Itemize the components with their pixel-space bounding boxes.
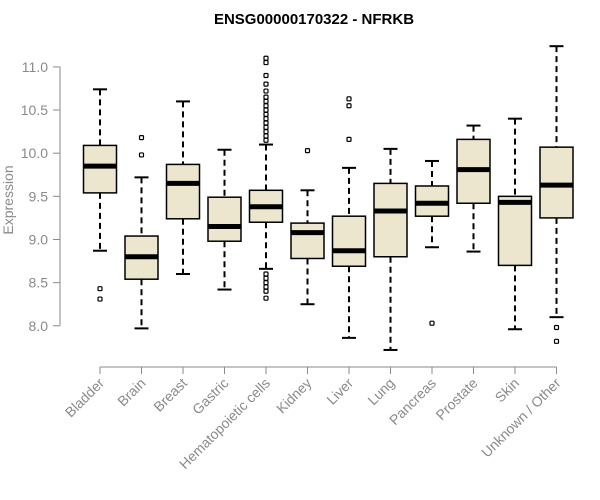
x-tick-label: Liver [323,375,356,408]
outlier-point [263,288,269,294]
outlier-point [263,295,269,301]
outlier-point [263,275,269,281]
x-tick-label: Kidney [273,375,315,417]
outlier-point [263,88,269,94]
outlier-point [97,286,103,292]
y-axis: 8.0 8.5 9.0 9.5 10.0 10.5 11.0 [21,59,61,334]
box-group [165,100,201,276]
outlier-point [263,129,269,135]
y-tick-label: 10.0 [21,145,48,161]
box-iqr [290,222,325,260]
box-group [290,148,325,306]
box-iqr [331,215,367,267]
x-tick-label: Skin [492,375,523,406]
outlier-point [263,94,269,100]
outlier-point [263,107,269,113]
outlier-point [263,111,269,117]
box-group [207,148,242,291]
y-tick-label: 8.5 [29,275,49,291]
box-group [456,124,491,253]
outlier-point [263,280,269,286]
y-tick-label: 11.0 [22,59,48,75]
outlier-point [263,124,269,130]
y-axis-label: Expression [0,165,16,234]
box-group [82,88,118,302]
outlier-point [263,137,269,143]
x-tick-label: Brain [114,375,148,409]
outlier-point [429,320,435,326]
outlier-point [553,338,560,344]
box-iqr [373,182,408,258]
x-tick-label: Unknown / Other [478,375,564,461]
outlier-point [138,152,145,158]
box-iqr [82,144,118,194]
outlier-point [304,148,311,154]
x-tick-label: Prostate [432,375,480,423]
outlier-point [263,271,269,277]
outlier-point [263,120,269,126]
box-group [373,147,408,351]
x-tick-label: Lung [364,375,397,408]
x-tick-label: Breast [150,375,190,415]
outlier-point [138,135,145,141]
box-group [539,45,574,344]
y-tick-label: 8.0 [29,318,49,334]
outlier-point [263,81,269,87]
box-group [124,135,159,330]
box-iqr [165,163,201,220]
outlier-point [263,72,269,79]
y-tick-label: 9.0 [29,231,49,247]
outlier-point [346,136,352,142]
box-group [248,55,284,301]
outlier-point [263,55,269,61]
x-tick-label: Bladder [62,375,108,421]
outlier-point [263,103,269,109]
outlier-point [263,98,269,105]
boxes [82,45,574,351]
box-group [414,159,450,326]
outlier-point [346,103,352,109]
outlier-point [263,59,269,66]
box-iqr [539,146,574,219]
box-group [497,117,533,331]
outlier-point [263,284,269,290]
box-iqr [207,196,242,242]
box-iqr [497,195,533,267]
outlier-point [553,324,560,331]
y-tick-label: 10.5 [21,102,48,118]
outlier-point [263,116,269,122]
box-group [331,96,367,339]
chart-title: ENSG00000170322 - NFRKB [214,11,414,28]
outlier-point [346,96,352,102]
y-tick-label: 9.5 [29,188,49,204]
outlier-point [263,133,269,139]
outlier-point [97,296,103,302]
